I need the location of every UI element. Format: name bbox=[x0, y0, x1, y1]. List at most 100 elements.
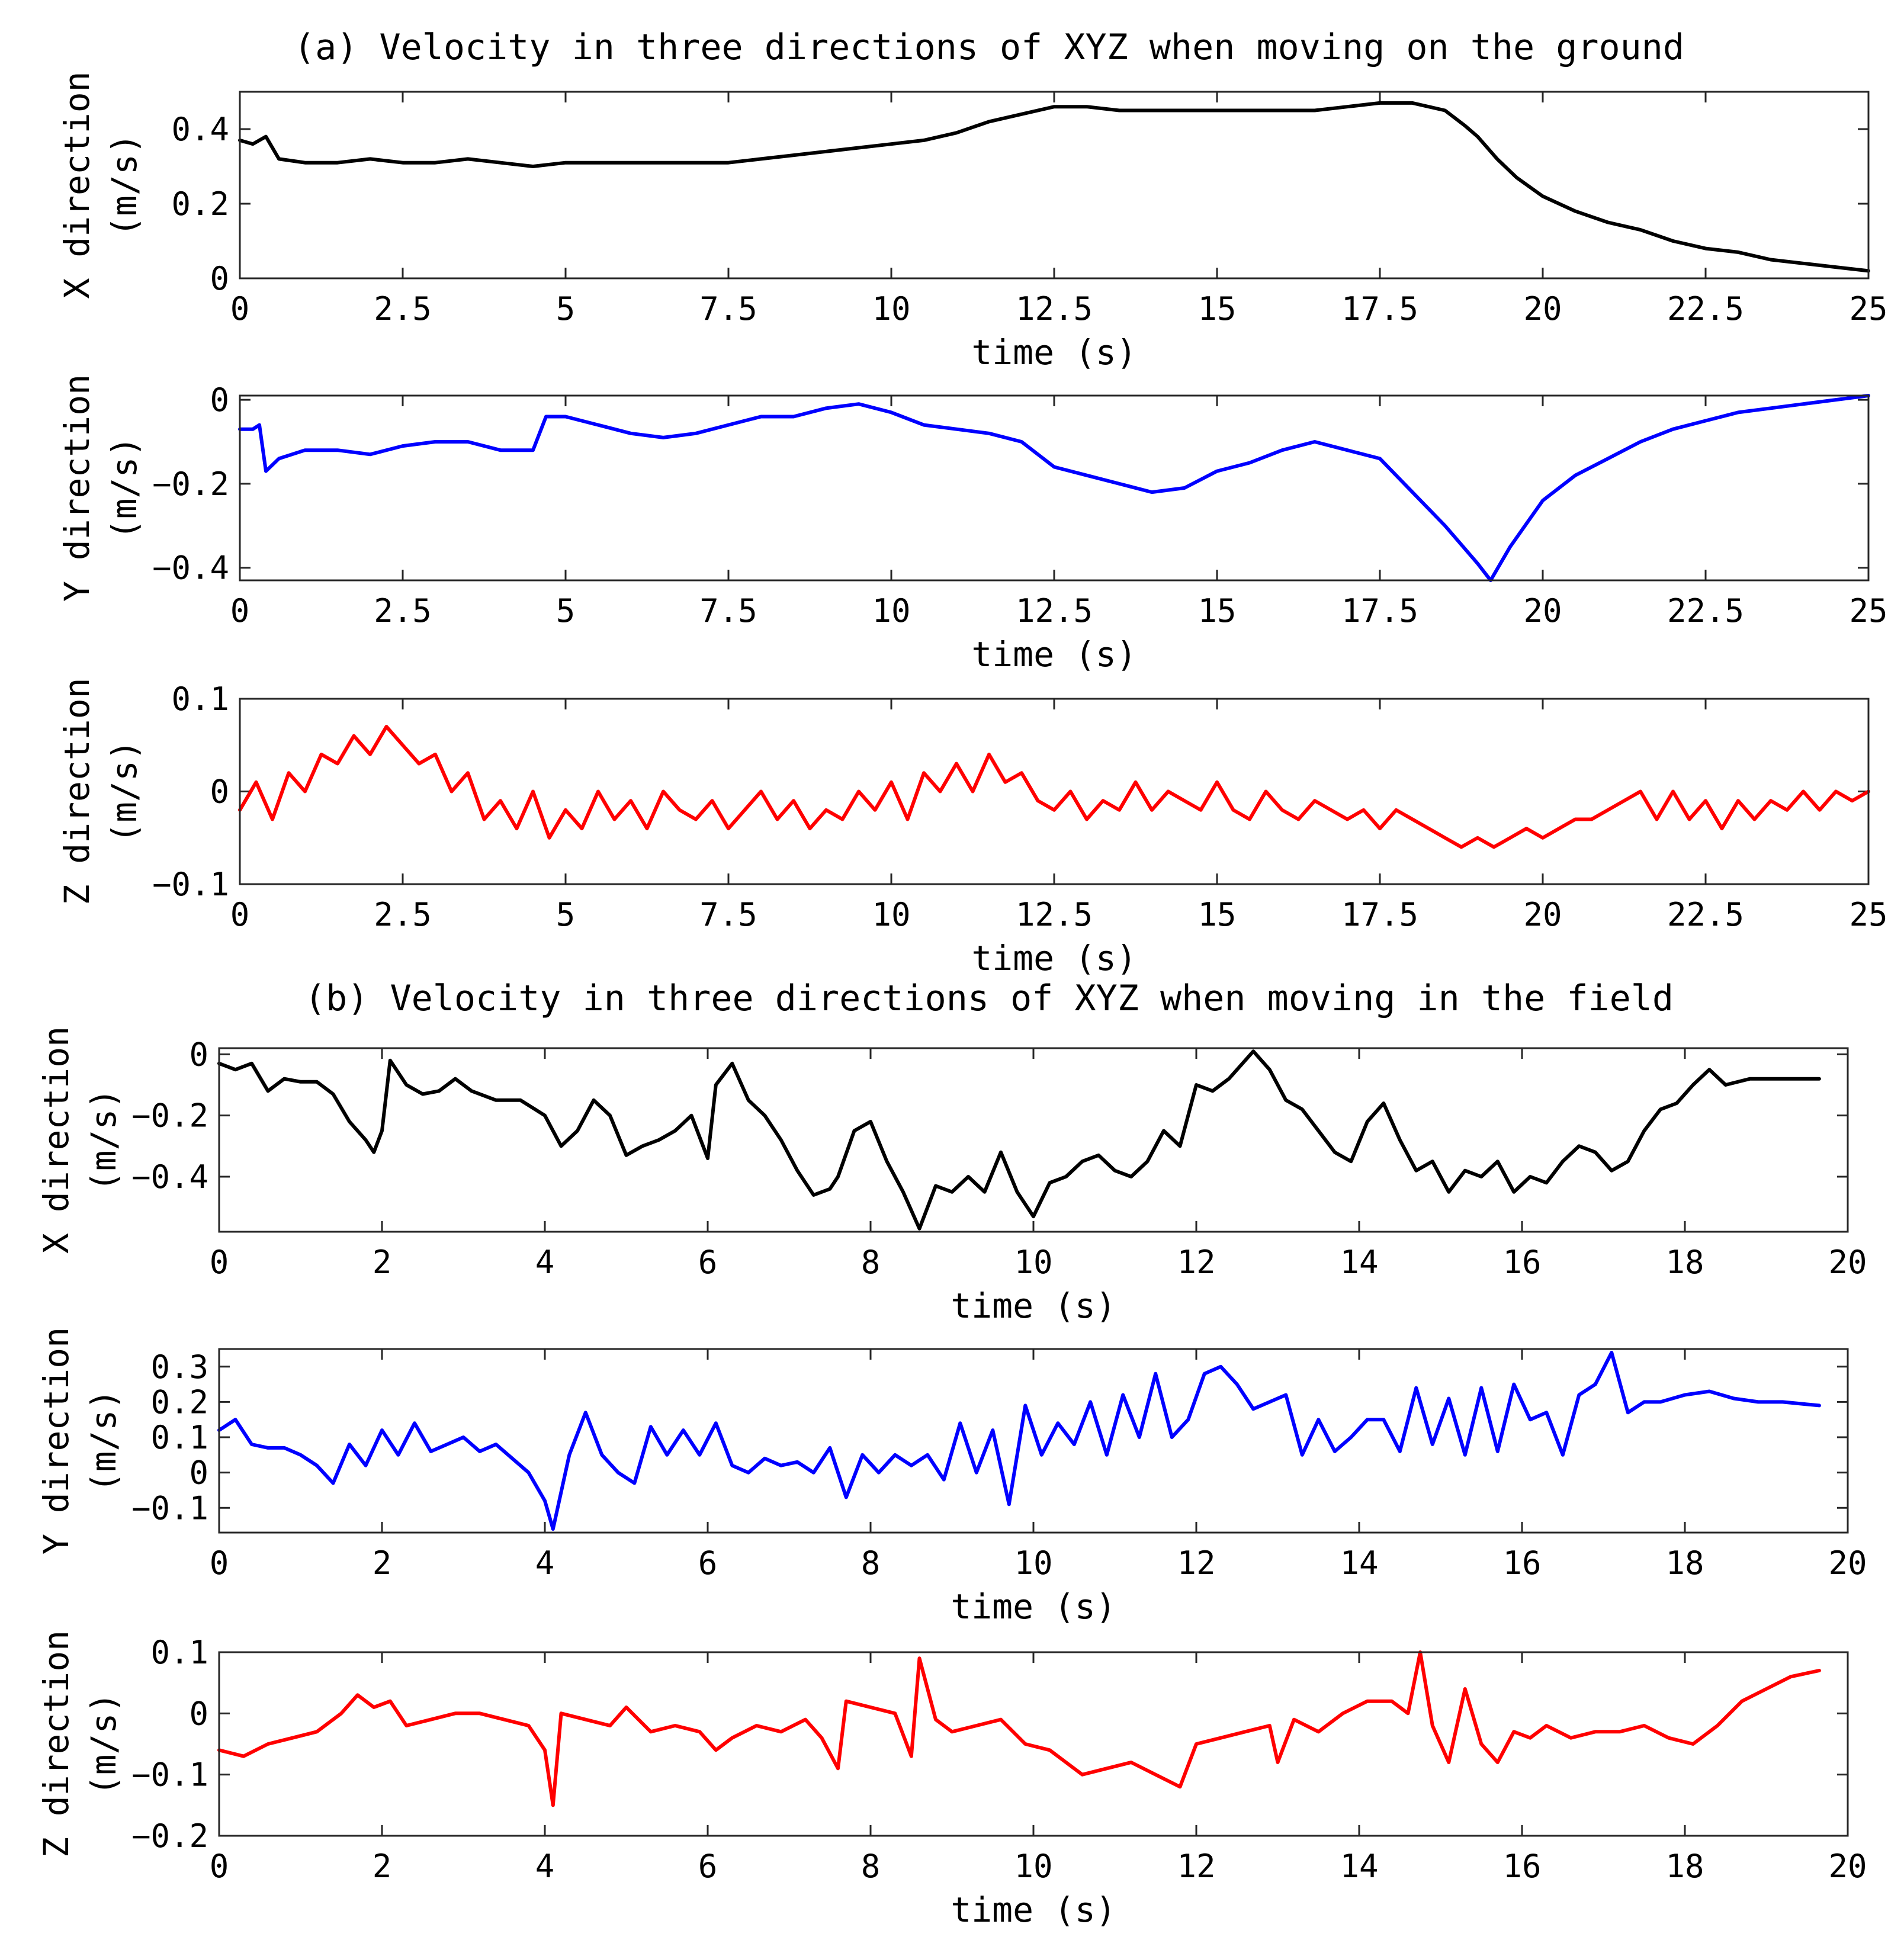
x-tick-label: 0 bbox=[230, 290, 250, 327]
x-tick-label: 0 bbox=[230, 896, 250, 933]
x-tick-label: 10 bbox=[872, 896, 910, 933]
y-axis-label-line1: X direction bbox=[36, 1026, 76, 1254]
y-tick-label: −0.1 bbox=[131, 1756, 208, 1794]
subplot-a-y: 0 2.5 5 7.5 10 12.5 15 17.5 20 22.5 25 −0.4 −0.2 0 ti… bbox=[57, 374, 1888, 675]
x-tick-label: 25 bbox=[1849, 592, 1887, 629]
x-tick-label: 16 bbox=[1502, 1544, 1541, 1582]
x-tick-label: 7.5 bbox=[699, 290, 757, 327]
x-tick-label: 16 bbox=[1502, 1244, 1541, 1281]
x-axis-label: time (s) bbox=[971, 332, 1136, 372]
y-tick-label: 0.4 bbox=[171, 111, 229, 148]
y-tick-label: −0.1 bbox=[152, 866, 229, 903]
x-tick-label: 17.5 bbox=[1341, 290, 1418, 327]
x-tick-label: 25 bbox=[1849, 290, 1887, 327]
x-tick-label: 10 bbox=[872, 592, 910, 629]
x-tick-label: 18 bbox=[1665, 1244, 1704, 1281]
y-axis-label-line1: Y direction bbox=[57, 374, 97, 602]
x-tick-label: 0 bbox=[210, 1544, 229, 1582]
x-axis-label: time (s) bbox=[951, 1890, 1116, 1930]
series-line bbox=[238, 394, 1870, 582]
x-tick-label: 12 bbox=[1177, 1544, 1215, 1582]
x-tick-label: 6 bbox=[698, 1244, 718, 1281]
x-tick-label: 20 bbox=[1828, 1244, 1867, 1281]
x-tick-label: 6 bbox=[698, 1544, 718, 1582]
x-tick-label: 17.5 bbox=[1341, 896, 1418, 933]
x-tick-label: 7.5 bbox=[699, 896, 757, 933]
axis-ticks: 0 2.5 5 7.5 10 12.5 15 17.5 20 22.5 25 −0.4 −0.2 0 bbox=[152, 381, 1888, 629]
x-tick-label: 10 bbox=[1014, 1544, 1052, 1582]
x-tick-label: 2 bbox=[373, 1544, 392, 1582]
y-tick-label: 0.1 bbox=[150, 1419, 208, 1456]
x-tick-label: 5 bbox=[556, 896, 576, 933]
y-tick-label: 0 bbox=[210, 773, 229, 811]
title-a: (a) Velocity in three directions of XYZ … bbox=[294, 27, 1684, 68]
x-tick-label: 16 bbox=[1502, 1848, 1541, 1885]
y-tick-label: 0 bbox=[210, 260, 229, 297]
y-tick-label: −0.4 bbox=[152, 550, 229, 587]
y-axis-label-line1: Y direction bbox=[36, 1327, 76, 1554]
x-tick-label: 15 bbox=[1197, 896, 1236, 933]
y-tick-label: 0.3 bbox=[150, 1348, 208, 1386]
plot-area bbox=[218, 1651, 1849, 1837]
x-tick-label: 12.5 bbox=[1016, 592, 1093, 629]
x-tick-label: 17.5 bbox=[1341, 592, 1418, 629]
x-tick-label: 20 bbox=[1828, 1544, 1867, 1582]
series-line bbox=[238, 101, 1870, 273]
x-tick-label: 22.5 bbox=[1667, 592, 1744, 629]
x-tick-label: 7.5 bbox=[699, 592, 757, 629]
subplot-a-z: 0 2.5 5 7.5 10 12.5 15 17.5 20 22.5 25−0.100.1 tim… bbox=[57, 677, 1888, 978]
y-tick-label: −0.4 bbox=[131, 1158, 208, 1196]
y-tick-label: −0.2 bbox=[152, 465, 229, 503]
series-line bbox=[217, 1650, 1821, 1807]
x-tick-label: 0 bbox=[210, 1244, 229, 1281]
x-tick-label: 0 bbox=[230, 592, 250, 629]
y-tick-label: 0 bbox=[189, 1454, 208, 1492]
x-tick-label: 4 bbox=[535, 1244, 555, 1281]
x-tick-label: 18 bbox=[1665, 1544, 1704, 1582]
x-tick-label: 10 bbox=[872, 290, 910, 327]
y-tick-label: 0.1 bbox=[150, 1634, 208, 1671]
plot-area bbox=[239, 394, 1870, 582]
plot-area bbox=[239, 698, 1870, 885]
x-tick-label: 2.5 bbox=[374, 896, 432, 933]
x-tick-label: 18 bbox=[1665, 1848, 1704, 1885]
y-tick-label: −0.2 bbox=[131, 1817, 208, 1855]
series-line bbox=[217, 1351, 1821, 1531]
x-tick-label: 10 bbox=[1014, 1244, 1052, 1281]
plot-area bbox=[218, 1348, 1849, 1534]
x-tick-label: 2 bbox=[373, 1244, 392, 1281]
y-tick-label: 0.2 bbox=[171, 185, 229, 223]
x-tick-label: 20 bbox=[1828, 1848, 1867, 1885]
x-tick-label: 12 bbox=[1177, 1244, 1215, 1281]
x-tick-label: 8 bbox=[861, 1544, 881, 1582]
x-tick-label: 4 bbox=[535, 1848, 555, 1885]
x-tick-label: 22.5 bbox=[1667, 896, 1744, 933]
x-axis-label: time (s) bbox=[971, 634, 1136, 675]
x-tick-label: 6 bbox=[698, 1848, 718, 1885]
y-axis-label-line1: X direction bbox=[57, 71, 97, 298]
y-axis-label-line2: (m/s) bbox=[104, 740, 145, 843]
x-axis-label: time (s) bbox=[971, 938, 1136, 978]
x-tick-label: 5 bbox=[556, 592, 576, 629]
axis-ticks: 0 2 4 6 8 10 12 14 16 18 20 −0.2 −0.1 0 0.1 bbox=[131, 1634, 1867, 1885]
y-axis-label-line2: (m/s) bbox=[104, 133, 145, 237]
x-tick-label: 2 bbox=[373, 1848, 392, 1885]
axis-ticks: 0 2 4 6 8 10 12 14 16 18 20 −0.4 −0.2 0 bbox=[131, 1036, 1867, 1281]
x-tick-label: 8 bbox=[861, 1244, 881, 1281]
series-line bbox=[217, 1049, 1821, 1231]
subplot-b-y: 0 2 4 6 8 10 12 14 16 18 20−0.100.10.20.3 time (s)… bbox=[36, 1327, 1867, 1627]
x-tick-label: 12 bbox=[1177, 1848, 1215, 1885]
y-axis-label-line2: (m/s) bbox=[84, 1088, 124, 1192]
subplot-b-z: 0 2 4 6 8 10 12 14 16 18 20 −0.2 −0.1 0 0.1 time (s) Z… bbox=[36, 1630, 1867, 1930]
x-tick-label: 0 bbox=[210, 1848, 229, 1885]
x-tick-label: 12.5 bbox=[1016, 290, 1093, 327]
y-tick-label: −0.2 bbox=[131, 1097, 208, 1135]
x-tick-label: 15 bbox=[1197, 290, 1236, 327]
y-axis-label-line1: Z direction bbox=[36, 1630, 76, 1858]
x-axis-label: time (s) bbox=[951, 1286, 1116, 1326]
subplot-a-x: 0 2.5 5 7.5 10 12.5 15 17.5 20 22.5 25 0 0.2 0.4 time… bbox=[57, 71, 1888, 372]
x-tick-label: 14 bbox=[1340, 1848, 1378, 1885]
x-tick-label: 4 bbox=[535, 1544, 555, 1582]
axis-ticks: 0 2 4 6 8 10 12 14 16 18 20−0.100.10.20.3 bbox=[131, 1348, 1867, 1582]
